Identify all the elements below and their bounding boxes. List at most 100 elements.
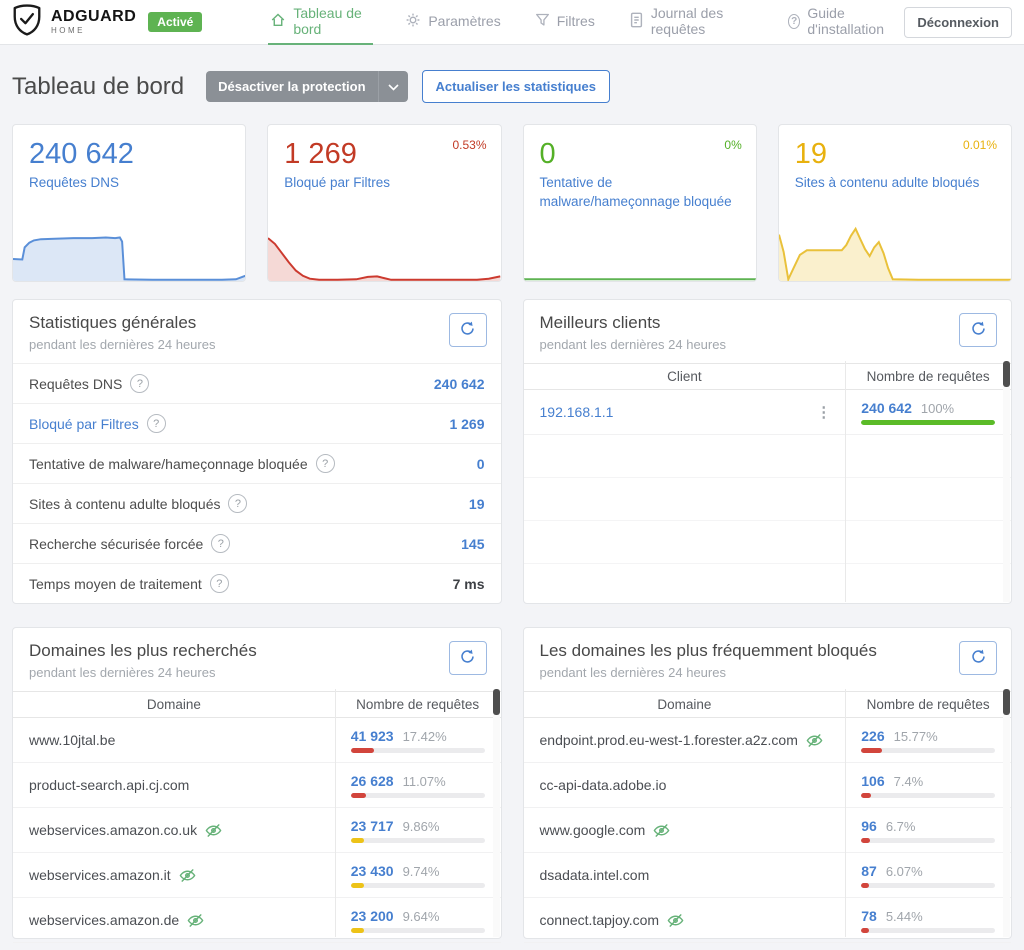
sparkline-chart: [523, 278, 756, 281]
panel-subtitle: pendant les dernières 24 heures: [539, 665, 726, 680]
home-icon: [270, 12, 286, 31]
stat-card-dns-queries: 240 642 Requêtes DNS: [12, 124, 247, 282]
help-circle-icon: ?: [787, 13, 801, 29]
nav-item-dashboard[interactable]: Tableau de bord: [268, 0, 374, 45]
stat-label-link[interactable]: Bloqué par Filtres: [284, 175, 391, 191]
eye-slash-icon: [205, 822, 222, 839]
stat-cards: 240 642 Requêtes DNS 1 269 0.53% Bloqué …: [12, 124, 1012, 282]
sparkline-chart: [268, 237, 501, 281]
scrollbar-thumb[interactable]: [1003, 689, 1010, 715]
help-icon[interactable]: ?: [228, 494, 248, 513]
request-percent: 100%: [920, 400, 955, 416]
progress-bar: [350, 882, 485, 888]
progress-bar: [861, 837, 995, 843]
panel-title: Les domaines les plus fréquemment bloqué…: [539, 641, 877, 660]
disable-protection-caret-button[interactable]: [377, 71, 408, 102]
progress-bar: [861, 927, 995, 933]
panel-subtitle: pendant les dernières 24 heures: [29, 665, 216, 680]
stat-row: Bloqué par Filtres ? 1 269: [13, 403, 501, 443]
page-title: Tableau de bord: [12, 72, 185, 100]
column-header-count[interactable]: Nombre de requêtes: [356, 697, 480, 712]
sparkline-chart: [13, 236, 246, 281]
disable-protection-split-button: Désactiver la protection: [206, 71, 408, 102]
logout-button[interactable]: Déconnexion: [904, 6, 1012, 38]
domain-row: connect.tapjoy.com 78 5.44%: [523, 898, 1011, 943]
kebab-menu-icon[interactable]: ⋮: [816, 404, 832, 421]
stat-row: Temps moyen de traitement ? 7 ms: [13, 563, 501, 603]
refresh-panel-button[interactable]: [959, 313, 997, 347]
eye-slash-icon: [667, 912, 684, 929]
stat-value: 19: [794, 138, 828, 170]
nav-item-settings[interactable]: Paramètres: [403, 0, 502, 45]
progress-bar: [350, 792, 485, 798]
domain-row: dsadata.intel.com 87 6.07%: [523, 853, 1011, 898]
scrollbar[interactable]: [492, 689, 500, 937]
progress-bar: [861, 792, 995, 798]
refresh-statistics-button[interactable]: Actualiser les statistiques: [421, 70, 610, 103]
main-nav: Tableau de bord Paramètres Filtres: [268, 0, 904, 45]
help-icon[interactable]: ?: [146, 414, 166, 433]
refresh-panel-button[interactable]: [448, 313, 487, 347]
empty-row: [523, 521, 1011, 564]
stat-label-link[interactable]: Sites à contenu adulte bloqués: [794, 175, 980, 191]
column-header-client[interactable]: Client: [667, 369, 702, 384]
panel-subtitle: pendant les dernières 24 heures: [29, 337, 216, 352]
nav-item-filters[interactable]: Filtres: [533, 0, 597, 45]
nav-item-setup-guide[interactable]: ? Guide d'installation: [786, 0, 904, 45]
column-header-count[interactable]: Nombre de requêtes: [866, 369, 990, 384]
stat-card-blocked-by-filters: 1 269 0.53% Bloqué par Filtres: [267, 124, 502, 282]
stat-row: Recherche sécurisée forcée ? 145: [13, 523, 501, 563]
domain-row: endpoint.prod.eu-west-1.forester.a2z.com…: [523, 718, 1011, 763]
stat-row: Tentative de malware/hameçonnage bloquée…: [13, 443, 501, 483]
stat-row: Sites à contenu adulte bloqués ? 19: [13, 483, 501, 523]
panel-title: Domaines les plus recherchés: [29, 641, 257, 660]
refresh-panel-button[interactable]: [959, 641, 997, 675]
refresh-panel-button[interactable]: [448, 641, 487, 675]
stat-card-adult-sites-blocked: 19 0.01% Sites à contenu adulte bloqués: [777, 124, 1012, 282]
eye-slash-icon: [653, 822, 670, 839]
progress-bar: [861, 882, 995, 888]
column-divider: [845, 689, 847, 937]
domain-row: product-search.api.cj.com 26 628 11.07%: [13, 763, 501, 808]
disable-protection-button[interactable]: Désactiver la protection: [206, 71, 378, 102]
help-icon[interactable]: ?: [130, 374, 150, 393]
panel-title: Statistiques générales: [29, 313, 197, 332]
request-count: 240 642: [861, 399, 912, 416]
help-icon[interactable]: ?: [315, 454, 335, 473]
help-icon[interactable]: ?: [211, 534, 231, 553]
sparkline-chart: [778, 226, 1011, 281]
scrollbar-thumb[interactable]: [492, 689, 500, 715]
nav-item-query-log[interactable]: Journal des requêtes: [627, 0, 756, 45]
stat-value: 0: [539, 138, 556, 170]
general-statistics-panel: Statistiques générales pendant les derni…: [12, 299, 502, 604]
progress-bar: [861, 747, 995, 753]
client-row: 192.168.1.1 ⋮ 240 642 100%: [523, 390, 1011, 435]
domain-row: www.google.com 96 6.7%: [523, 808, 1011, 853]
column-header-count[interactable]: Nombre de requêtes: [866, 697, 990, 712]
refresh-icon: [971, 321, 986, 339]
eye-slash-icon: [179, 867, 196, 884]
empty-row: [523, 564, 1011, 607]
gear-icon: [405, 12, 421, 31]
stat-row: Requêtes DNS ? 240 642: [13, 363, 501, 403]
domain-row: www.10jtal.be 41 923 17.42%: [13, 718, 501, 763]
scrollbar[interactable]: [1003, 689, 1010, 937]
domain-row: webservices.amazon.co.uk 23 717 9.86%: [13, 808, 501, 853]
progress-bar: [350, 927, 485, 933]
help-icon[interactable]: ?: [209, 574, 229, 593]
refresh-icon: [460, 321, 475, 339]
scrollbar-thumb[interactable]: [1003, 361, 1010, 387]
empty-row: [523, 478, 1011, 521]
chevron-down-icon: [387, 79, 399, 94]
eye-slash-icon: [806, 732, 823, 749]
stat-label-link[interactable]: Tentative de malware/hameçonnage bloquée: [539, 175, 732, 209]
column-header-domain[interactable]: Domaine: [146, 697, 201, 712]
top-clients-panel: Meilleurs clients pendant les dernières …: [522, 299, 1012, 607]
stat-label-link[interactable]: Requêtes DNS: [29, 175, 120, 191]
scrollbar[interactable]: [1003, 361, 1010, 602]
client-ip-link[interactable]: 192.168.1.1: [539, 404, 614, 420]
stat-value: 240 642: [29, 138, 134, 170]
logo-title: ADGUARD: [51, 8, 137, 25]
column-header-domain[interactable]: Domaine: [657, 697, 712, 712]
stat-card-malware-blocked: 0 0% Tentative de malware/hameçonnage bl…: [522, 124, 757, 282]
